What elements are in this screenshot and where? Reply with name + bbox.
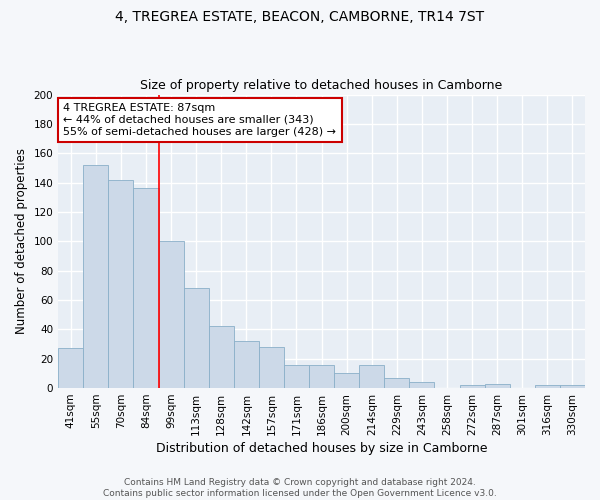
Bar: [460, 385, 485, 388]
Bar: [309, 364, 334, 388]
Bar: [409, 382, 434, 388]
Bar: [334, 374, 359, 388]
Text: 4, TREGREA ESTATE, BEACON, CAMBORNE, TR14 7ST: 4, TREGREA ESTATE, BEACON, CAMBORNE, TR1…: [115, 10, 485, 24]
X-axis label: Distribution of detached houses by size in Camborne: Distribution of detached houses by size …: [156, 442, 487, 455]
Text: Contains HM Land Registry data © Crown copyright and database right 2024.
Contai: Contains HM Land Registry data © Crown c…: [103, 478, 497, 498]
Title: Size of property relative to detached houses in Camborne: Size of property relative to detached ho…: [140, 79, 503, 92]
Bar: [284, 364, 309, 388]
Text: 4 TREGREA ESTATE: 87sqm
← 44% of detached houses are smaller (343)
55% of semi-d: 4 TREGREA ESTATE: 87sqm ← 44% of detache…: [64, 104, 337, 136]
Bar: [485, 384, 510, 388]
Bar: [535, 385, 560, 388]
Y-axis label: Number of detached properties: Number of detached properties: [15, 148, 28, 334]
Bar: [158, 242, 184, 388]
Bar: [209, 326, 234, 388]
Bar: [109, 180, 133, 388]
Bar: [385, 378, 409, 388]
Bar: [58, 348, 83, 388]
Bar: [359, 364, 385, 388]
Bar: [259, 347, 284, 388]
Bar: [234, 341, 259, 388]
Bar: [184, 288, 209, 388]
Bar: [83, 165, 109, 388]
Bar: [133, 188, 158, 388]
Bar: [560, 385, 585, 388]
